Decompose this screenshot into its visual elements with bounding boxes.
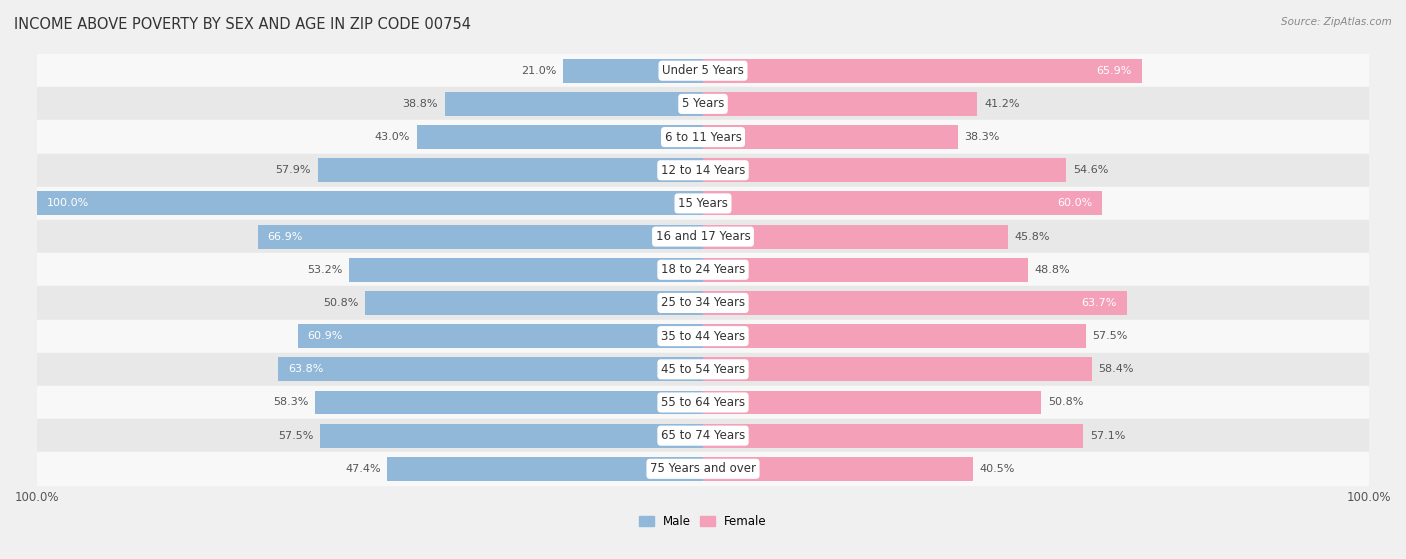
Text: 100.0%: 100.0% [48,198,90,209]
Bar [388,457,703,481]
Bar [564,59,703,83]
Text: 12 to 14 Years: 12 to 14 Years [661,164,745,177]
Bar [315,391,703,414]
Bar [37,253,1369,286]
Bar [703,291,1128,315]
Bar [37,386,1369,419]
Text: INCOME ABOVE POVERTY BY SEX AND AGE IN ZIP CODE 00754: INCOME ABOVE POVERTY BY SEX AND AGE IN Z… [14,17,471,32]
Bar [37,353,1369,386]
Text: 66.9%: 66.9% [267,231,302,241]
Text: 43.0%: 43.0% [374,132,411,142]
Text: 58.3%: 58.3% [273,397,308,408]
Text: 47.4%: 47.4% [344,464,381,474]
Text: 58.4%: 58.4% [1098,364,1135,375]
Bar [37,87,1369,121]
Bar [703,258,1028,282]
Text: 21.0%: 21.0% [522,66,557,75]
Bar [364,291,703,315]
Bar [37,192,703,215]
Bar [703,457,973,481]
Text: 50.8%: 50.8% [1047,397,1083,408]
Bar [37,121,1369,154]
Bar [37,187,1369,220]
Text: 35 to 44 Years: 35 to 44 Years [661,330,745,343]
Text: Source: ZipAtlas.com: Source: ZipAtlas.com [1281,17,1392,27]
Text: 6 to 11 Years: 6 to 11 Years [665,131,741,144]
Text: 50.8%: 50.8% [323,298,359,308]
Text: 5 Years: 5 Years [682,97,724,110]
Text: 45 to 54 Years: 45 to 54 Years [661,363,745,376]
Bar [703,192,1102,215]
Bar [416,125,703,149]
Text: 57.5%: 57.5% [1092,331,1128,341]
Text: 54.6%: 54.6% [1073,165,1108,175]
Text: 57.5%: 57.5% [278,430,314,440]
Bar [703,324,1085,348]
Bar [703,424,1083,448]
Text: 57.9%: 57.9% [276,165,311,175]
Bar [298,324,703,348]
Text: 65 to 74 Years: 65 to 74 Years [661,429,745,442]
Text: 18 to 24 Years: 18 to 24 Years [661,263,745,276]
Bar [703,125,957,149]
Text: 48.8%: 48.8% [1035,265,1070,275]
Legend: Male, Female: Male, Female [634,511,772,533]
Bar [703,225,1008,249]
Text: 25 to 34 Years: 25 to 34 Years [661,296,745,310]
Text: 63.8%: 63.8% [288,364,323,375]
Bar [703,59,1142,83]
Bar [703,92,977,116]
Text: 40.5%: 40.5% [980,464,1015,474]
Bar [37,286,1369,320]
Bar [37,154,1369,187]
Text: 38.8%: 38.8% [402,99,439,109]
Bar [349,258,703,282]
Bar [257,225,703,249]
Text: 75 Years and over: 75 Years and over [650,462,756,475]
Text: 38.3%: 38.3% [965,132,1000,142]
Text: 63.7%: 63.7% [1081,298,1118,308]
Text: 53.2%: 53.2% [307,265,342,275]
Bar [278,357,703,381]
Bar [703,158,1067,182]
Bar [444,92,703,116]
Text: 60.9%: 60.9% [308,331,343,341]
Text: Under 5 Years: Under 5 Years [662,64,744,77]
Bar [37,54,1369,87]
Bar [321,424,703,448]
Text: 16 and 17 Years: 16 and 17 Years [655,230,751,243]
Text: 60.0%: 60.0% [1057,198,1092,209]
Bar [703,357,1092,381]
Bar [37,452,1369,485]
Bar [703,391,1042,414]
Text: 41.2%: 41.2% [984,99,1019,109]
Bar [37,220,1369,253]
Text: 15 Years: 15 Years [678,197,728,210]
Bar [318,158,703,182]
Text: 45.8%: 45.8% [1015,231,1050,241]
Text: 57.1%: 57.1% [1090,430,1125,440]
Bar [37,419,1369,452]
Text: 65.9%: 65.9% [1097,66,1132,75]
Text: 55 to 64 Years: 55 to 64 Years [661,396,745,409]
Bar [37,320,1369,353]
